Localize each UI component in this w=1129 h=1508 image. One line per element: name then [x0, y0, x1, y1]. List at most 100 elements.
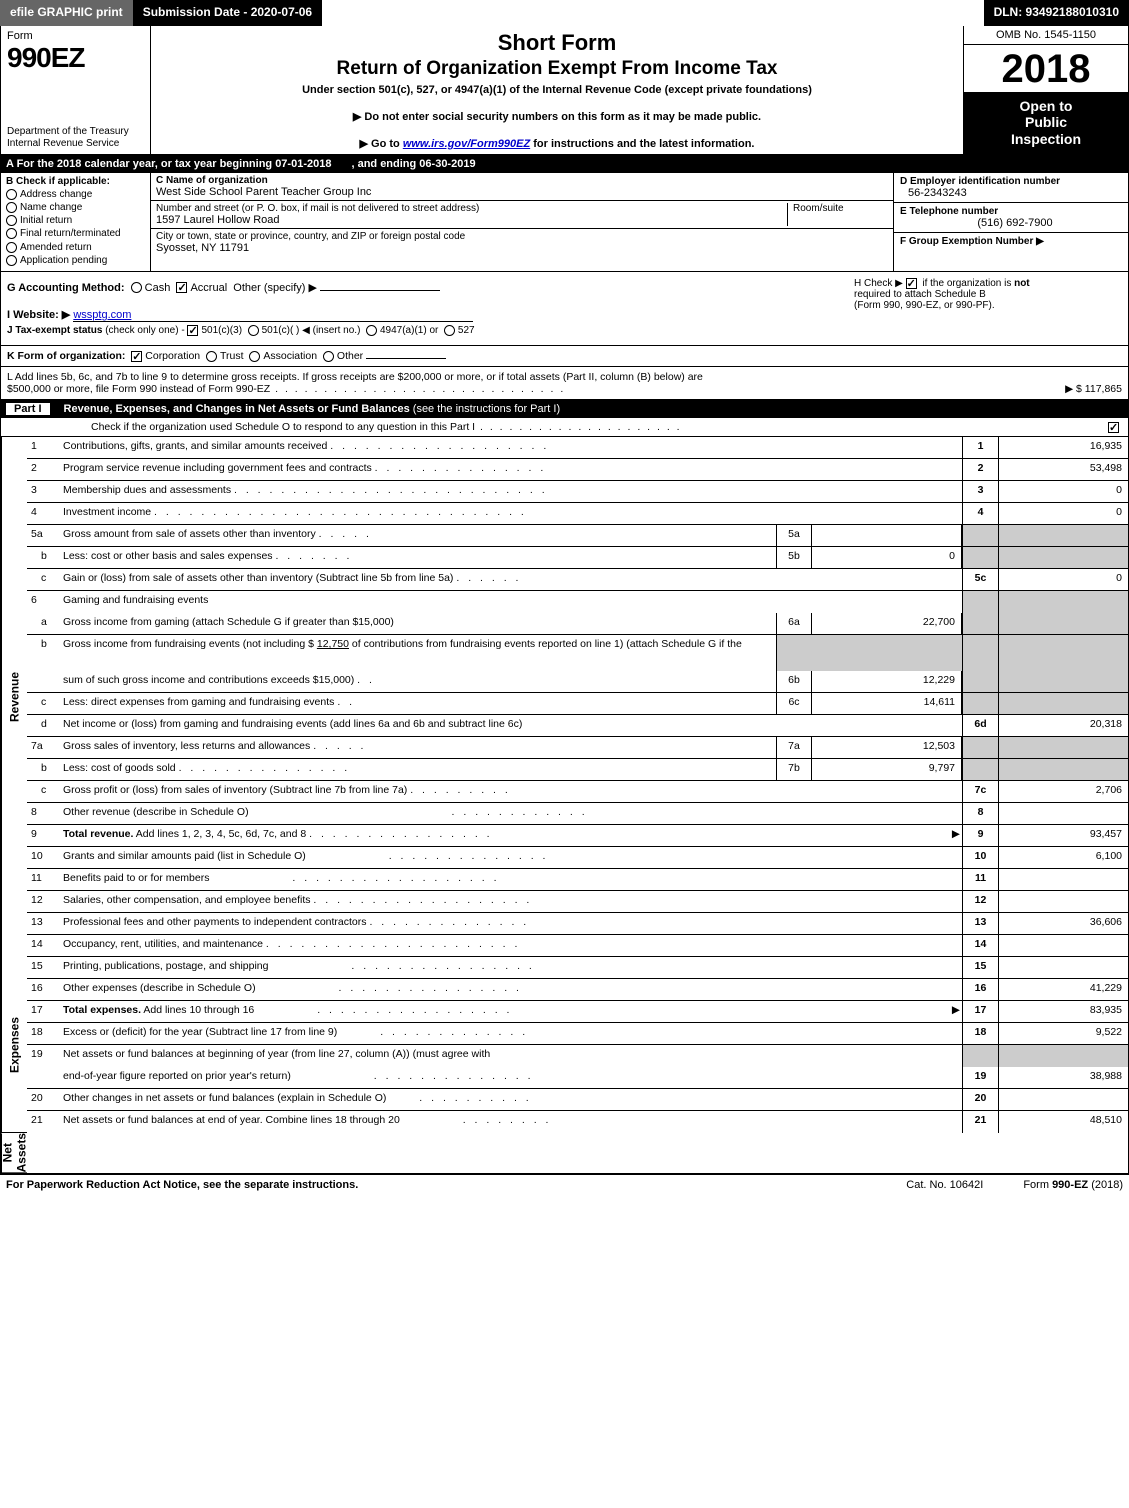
col-g: G Accounting Method: Cash Accrual Other …: [1, 272, 848, 345]
row-10: 10Grants and similar amounts paid (list …: [27, 847, 1128, 869]
room-lbl: Room/suite: [793, 203, 888, 214]
row-1: 1Contributions, gifts, grants, and simil…: [27, 437, 1128, 459]
row-7c: cGross profit or (loss) from sales of in…: [27, 781, 1128, 803]
row-6c: cLess: direct expenses from gaming and f…: [27, 693, 1128, 715]
org-name-lbl: C Name of organization: [156, 175, 888, 186]
chk-association[interactable]: [249, 351, 260, 362]
part1-title: Revenue, Expenses, and Changes in Net As…: [64, 403, 1123, 415]
l-amount: ▶ $ 117,865: [1065, 383, 1122, 395]
h-not: not: [1014, 278, 1030, 289]
return-title: Return of Organization Exempt From Incom…: [157, 58, 957, 80]
omb-number: OMB No. 1545-1150: [964, 26, 1128, 45]
col-b-title: B Check if applicable:: [6, 176, 145, 187]
vtab-revenue: Revenue: [1, 437, 27, 957]
part1-label: Part I: [6, 403, 50, 415]
row-9: 9Total revenue. Add lines 1, 2, 3, 4, 5c…: [27, 825, 1128, 847]
lbl-final-return: Final return/terminated: [20, 229, 121, 240]
chk-final-return[interactable]: [6, 228, 17, 239]
l-text1: L Add lines 5b, 6c, and 7b to line 9 to …: [7, 371, 703, 383]
chk-corporation[interactable]: [131, 351, 142, 362]
other-specify-line: [320, 290, 440, 291]
tel-val: (516) 692-7900: [900, 217, 1122, 229]
line-g: G Accounting Method: Cash Accrual Other …: [7, 281, 842, 294]
note-ssn: ▶ Do not enter social security numbers o…: [157, 110, 957, 123]
col-b: B Check if applicable: Address change Na…: [1, 173, 151, 271]
row-21: 21Net assets or fund balances at end of …: [27, 1111, 1128, 1133]
block-ghij: G Accounting Method: Cash Accrual Other …: [0, 272, 1129, 346]
chk-trust[interactable]: [206, 351, 217, 362]
row-6a: aGross income from gaming (attach Schedu…: [27, 613, 1128, 635]
org-addr-val: 1597 Laurel Hollow Road: [156, 214, 782, 226]
chk-address-change[interactable]: [6, 189, 17, 200]
paperwork-notice: For Paperwork Reduction Act Notice, see …: [6, 1179, 866, 1191]
open-public-2: Public: [968, 114, 1124, 131]
lbl-association: Association: [263, 350, 317, 362]
row-8: 8Other revenue (describe in Schedule O) …: [27, 803, 1128, 825]
short-form-title: Short Form: [157, 30, 957, 56]
org-addr-lbl: Number and street (or P. O. box, if mail…: [156, 203, 782, 214]
part1-title-text: Revenue, Expenses, and Changes in Net As…: [64, 403, 410, 415]
lbl-501c3: 501(c)(3): [201, 325, 242, 336]
submission-date: Submission Date - 2020-07-06: [133, 0, 322, 26]
note-goto: ▶ Go to www.irs.gov/Form990EZ for instru…: [157, 137, 957, 150]
other-org-line: [366, 358, 446, 359]
chk-application-pending[interactable]: [6, 255, 17, 266]
lbl-address-change: Address change: [20, 189, 92, 200]
chk-other-org[interactable]: [323, 351, 334, 362]
row-11: 11Benefits paid to or for members . . . …: [27, 869, 1128, 891]
row-20: 20Other changes in net assets or fund ba…: [27, 1089, 1128, 1111]
chk-accrual[interactable]: [176, 282, 187, 293]
taxexempt-note: (check only one) -: [105, 325, 184, 336]
row-15: 15Printing, publications, postage, and s…: [27, 957, 1128, 979]
col-d: D Employer identification number 56-2343…: [893, 173, 1128, 271]
irs-link[interactable]: www.irs.gov/Form990EZ: [403, 138, 530, 150]
chk-name-change[interactable]: [6, 202, 17, 213]
line-i: I Website: ▶ wssptg.com: [7, 308, 842, 322]
part1-check-text: Check if the organization used Schedule …: [91, 421, 475, 433]
website-link[interactable]: wssptg.com: [73, 309, 473, 322]
row-5c: cGain or (loss) from sale of assets othe…: [27, 569, 1128, 591]
l-dots: [270, 383, 565, 395]
row-5b: bLess: cost or other basis and sales exp…: [27, 547, 1128, 569]
ein-val: 56-2343243: [900, 187, 1122, 199]
org-addr-row: Number and street (or P. O. box, if mail…: [151, 201, 893, 229]
row-4: 4Investment income . . . . . . . . . . .…: [27, 503, 1128, 525]
website-lbl: I Website: ▶: [7, 309, 70, 321]
lbl-name-change: Name change: [20, 202, 82, 213]
org-city-lbl: City or town, state or province, country…: [156, 231, 888, 242]
line-l: L Add lines 5b, 6c, and 7b to line 9 to …: [0, 367, 1129, 400]
chk-501c[interactable]: [248, 325, 259, 336]
chk-cash[interactable]: [131, 282, 142, 293]
l-text2: $500,000 or more, file Form 990 instead …: [7, 383, 270, 395]
ein-lbl: D Employer identification number: [900, 176, 1122, 187]
chk-initial-return[interactable]: [6, 215, 17, 226]
row-19-2: end-of-year figure reported on prior yea…: [27, 1067, 1128, 1089]
chk-part1-schedule-o[interactable]: [1108, 422, 1119, 433]
open-public-3: Inspection: [968, 131, 1124, 148]
header-right: OMB No. 1545-1150 2018 Open to Public In…: [963, 26, 1128, 154]
block-bcd: B Check if applicable: Address change Na…: [0, 173, 1129, 272]
chk-amended-return[interactable]: [6, 242, 17, 253]
top-bar: efile GRAPHIC print Submission Date - 20…: [0, 0, 1129, 26]
under-section: Under section 501(c), 527, or 4947(a)(1)…: [157, 84, 957, 96]
header-middle: Short Form Return of Organization Exempt…: [151, 26, 963, 154]
group-lbl: F Group Exemption Number ▶: [900, 236, 1122, 247]
org-name-row: C Name of organization West Side School …: [151, 173, 893, 201]
chk-527[interactable]: [444, 325, 455, 336]
lbl-other: Other (specify) ▶: [233, 282, 317, 294]
h-line2: required to attach Schedule B: [854, 289, 986, 300]
chk-501c3[interactable]: [187, 325, 198, 336]
row-6: 6Gaming and fundraising events: [27, 591, 1128, 613]
org-city-val: Syosset, NY 11791: [156, 242, 888, 254]
row-17: 17Total expenses. Add lines 10 through 1…: [27, 1001, 1128, 1023]
lbl-4947: 4947(a)(1) or: [380, 325, 438, 336]
chk-h[interactable]: [906, 278, 917, 289]
part1-header: Part I Revenue, Expenses, and Changes in…: [0, 400, 1129, 418]
header-left: Form 990EZ Department of the Treasury In…: [1, 26, 151, 154]
row-12: 12Salaries, other compensation, and empl…: [27, 891, 1128, 913]
dept-treasury: Department of the Treasury: [7, 126, 144, 138]
lbl-cash: Cash: [145, 282, 171, 294]
row-19-1: 19Net assets or fund balances at beginni…: [27, 1045, 1128, 1067]
chk-4947[interactable]: [366, 325, 377, 336]
form-number: 990EZ: [7, 42, 144, 74]
